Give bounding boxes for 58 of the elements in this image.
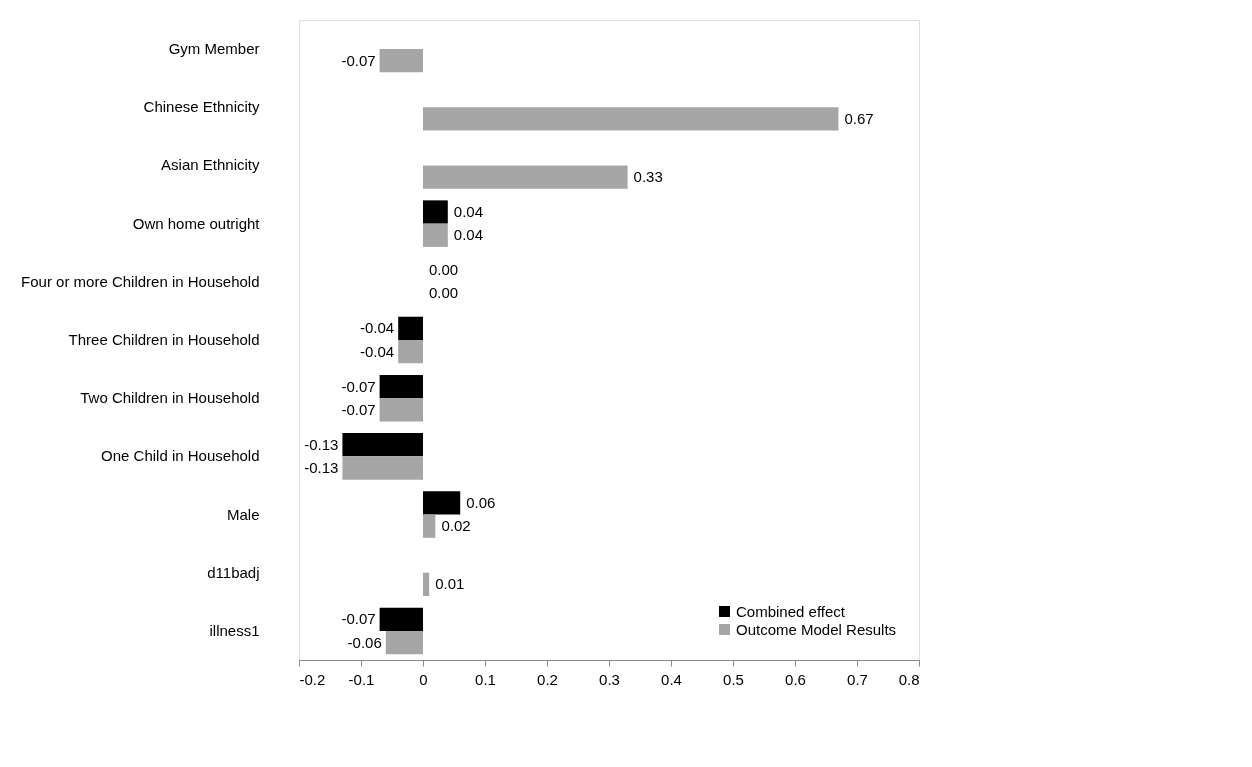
x-tick-label: 0.2 (537, 670, 558, 688)
x-tick-label: 0 (419, 670, 428, 688)
y-tick-label: Three Children in Household (68, 331, 260, 348)
legend-label: Combined effect (736, 602, 846, 620)
data-label: -0.13 (304, 459, 339, 476)
bar (423, 514, 436, 538)
x-tick-label: -0.1 (348, 670, 375, 688)
legend-label: Outcome Model Results (736, 620, 897, 638)
bar (423, 165, 628, 189)
data-label: 0.01 (435, 575, 465, 593)
data-label: 0.00 (429, 284, 459, 302)
data-label: -0.07 (341, 51, 376, 69)
y-tick-label: Own home outright (132, 214, 261, 232)
y-tick-label: d11badj (207, 563, 260, 581)
data-label: 0.67 (844, 109, 874, 127)
data-label: -0.07 (341, 400, 376, 418)
bar (423, 491, 461, 515)
x-tick-label: 0.8 (898, 670, 920, 688)
bar (385, 630, 423, 655)
bar (398, 316, 423, 340)
data-label: 0.06 (466, 493, 496, 511)
data-label: 0.00 (429, 261, 459, 279)
bar (379, 374, 423, 399)
bar (342, 456, 423, 480)
x-tick-label: -0.2 (299, 670, 326, 688)
y-tick-label: Asian Ethnicity (161, 156, 260, 174)
y-tick-label: Gym Member (168, 40, 260, 58)
x-tick-label: 0.5 (723, 670, 744, 688)
x-tick-label: 0.7 (847, 670, 868, 688)
y-tick-label: illness1 (209, 621, 260, 639)
bar (423, 107, 839, 131)
bar (423, 200, 448, 224)
y-tick-label: Four or more Children in Household (21, 272, 260, 290)
bar (398, 340, 423, 364)
bar (379, 49, 423, 73)
bar (342, 433, 423, 457)
bar (423, 572, 430, 596)
data-label: -0.06 (347, 633, 382, 651)
data-label: 0.04 (453, 203, 483, 220)
bar (379, 398, 423, 422)
data-label: -0.04 (360, 342, 395, 360)
y-tick-label: Two Children in Household (80, 389, 260, 407)
x-tick-label: 0.6 (785, 670, 806, 688)
data-label: -0.13 (304, 435, 339, 453)
x-tick-label: 0.1 (475, 670, 496, 688)
data-label: -0.04 (360, 319, 395, 337)
data-label: 0.33 (633, 168, 663, 186)
data-label: -0.07 (341, 610, 376, 628)
data-label: 0.02 (441, 517, 471, 535)
data-label: 0.04 (453, 226, 483, 244)
x-tick-label: 0.3 (599, 670, 620, 688)
y-tick-label: Male (226, 505, 260, 523)
bar (379, 607, 423, 631)
y-tick-label: Chinese Ethnicity (143, 98, 260, 116)
bar (423, 223, 448, 247)
y-tick-label: One Child in Household (101, 447, 260, 465)
x-tick-label: 0.4 (661, 670, 682, 688)
data-label: -0.07 (341, 377, 376, 395)
